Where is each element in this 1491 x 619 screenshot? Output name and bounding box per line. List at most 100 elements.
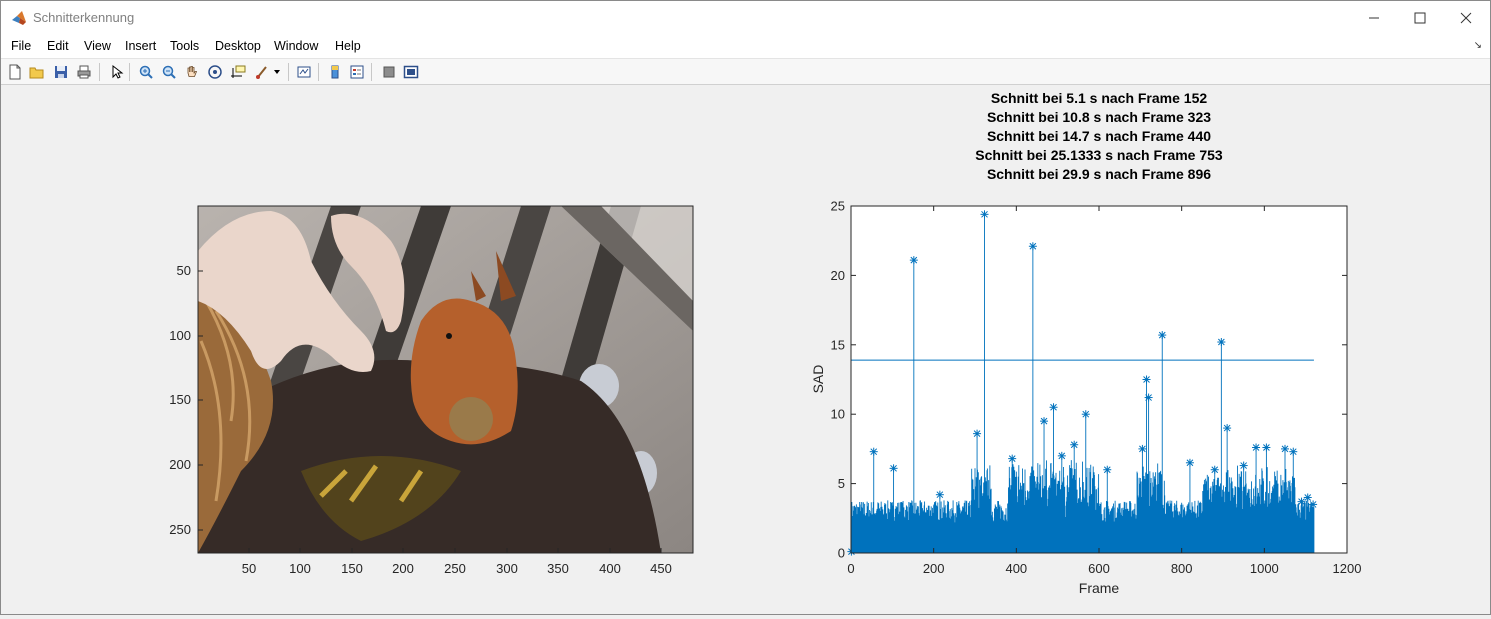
image-xtick-label: 50 [242, 561, 256, 576]
marker-stroke [910, 256, 918, 264]
xtick-label: 1200 [1333, 561, 1362, 576]
menu-help[interactable]: Help [335, 39, 361, 53]
menu-window[interactable]: Window [274, 39, 319, 53]
data-marker [1049, 403, 1058, 412]
menu-edit[interactable]: Edit [47, 39, 69, 53]
zoom-in-icon [139, 65, 153, 79]
brush-dropdown-button[interactable] [271, 62, 283, 82]
data-marker [1239, 461, 1248, 470]
brush-dropdown-icon [274, 70, 280, 74]
pointer-icon [112, 64, 124, 79]
image-xaxis: 50 100 150 200 250 300 350 400 450 [242, 548, 672, 576]
rotate-3d-icon [208, 65, 222, 79]
marker-stroke [1143, 376, 1150, 383]
marker-stroke [1186, 459, 1194, 467]
marker-stroke [981, 210, 988, 218]
menu-tools[interactable]: Tools [170, 39, 200, 53]
xtick-label: 400 [1005, 561, 1027, 576]
sad-plot-axes: Schnitt bei 5.1 s nach Frame 152 Schnitt… [810, 90, 1361, 596]
dock-arrow-icon[interactable]: ↘ [1473, 40, 1482, 51]
data-marker [1138, 444, 1147, 453]
data-marker [1103, 465, 1112, 474]
image-ytick-label: 150 [169, 392, 191, 407]
data-marker [935, 490, 944, 499]
image-xtick-label: 300 [496, 561, 518, 576]
marker-stroke [1252, 444, 1260, 451]
chart-title: Schnitt bei 5.1 s nach Frame 152 Schnitt… [975, 90, 1223, 182]
figure-svg: 50 100 150 200 250 50 [169, 90, 1361, 596]
image-xtick-label: 350 [547, 561, 569, 576]
colorbar-button[interactable] [325, 62, 345, 82]
xtick-label: 200 [923, 561, 945, 576]
marker-stroke [1050, 403, 1057, 411]
menu-insert[interactable]: Insert [125, 39, 157, 53]
marker-stroke [1289, 448, 1297, 456]
title-line: Schnitt bei 25.1333 s nach Frame 753 [975, 147, 1223, 163]
ytick-label: 10 [831, 407, 845, 422]
close-icon [1460, 12, 1472, 23]
pointer-button[interactable] [106, 62, 126, 82]
marker-stroke [936, 491, 944, 499]
data-marker [1210, 465, 1219, 474]
plot-content [847, 210, 1318, 556]
data-marker [909, 256, 918, 265]
image-axes: 50 100 150 200 250 50 [169, 205, 694, 576]
data-marker [1057, 451, 1066, 460]
pan-hand-icon [187, 66, 198, 77]
image-xtick-label: 250 [444, 561, 466, 576]
rotate-3d-button[interactable] [205, 62, 225, 82]
image-xtick-label: 400 [599, 561, 621, 576]
data-marker [869, 447, 878, 456]
data-marker [1297, 497, 1306, 506]
open-button[interactable] [27, 62, 47, 82]
zoom-out-button[interactable] [159, 62, 179, 82]
toolbar-separator [129, 63, 130, 81]
xtick-label: 800 [1171, 561, 1193, 576]
image-ytick-label: 100 [169, 328, 191, 343]
image-xtick-label: 450 [650, 561, 672, 576]
x-axis-label: Frame [1079, 580, 1120, 596]
xtick-label: 600 [1088, 561, 1110, 576]
title-line: Schnitt bei 14.7 s nach Frame 440 [987, 128, 1211, 144]
marker-stroke [1139, 445, 1146, 453]
ytick-label: 20 [831, 268, 845, 283]
image-yaxis: 50 100 150 200 250 [169, 263, 203, 537]
image-xtick-label: 200 [392, 561, 414, 576]
hide-plot-tools-button[interactable] [379, 62, 399, 82]
data-marker [1281, 444, 1289, 453]
brush-button[interactable] [252, 62, 272, 82]
figure-canvas: 50 100 150 200 250 50 [1, 85, 1490, 614]
image-ytick-label: 50 [177, 263, 191, 278]
marker-stroke [1158, 331, 1166, 339]
zoom-out-icon [162, 65, 176, 79]
title-bar[interactable]: Schnitterkennung [1, 1, 1490, 34]
data-cursor-button[interactable] [228, 62, 248, 82]
marker-stroke [1211, 466, 1219, 474]
ytick-label: 5 [838, 476, 845, 491]
y-axis-label: SAD [810, 365, 826, 394]
show-plot-tools-button[interactable] [401, 62, 421, 82]
save-button[interactable] [51, 62, 71, 82]
new-figure-button[interactable] [5, 62, 25, 82]
menu-desktop[interactable]: Desktop [215, 39, 261, 53]
legend-button[interactable] [347, 62, 367, 82]
menu-view[interactable]: View [84, 39, 111, 53]
data-marker [1008, 454, 1017, 463]
print-button[interactable] [74, 62, 94, 82]
data-marker [1252, 443, 1261, 452]
marker-stroke [1070, 441, 1078, 449]
link-plot-button[interactable] [294, 62, 314, 82]
marker-stroke [1008, 455, 1016, 462]
pan-button[interactable] [182, 62, 202, 82]
minimize-button[interactable] [1351, 1, 1397, 34]
zoom-in-button[interactable] [136, 62, 156, 82]
toolbar-separator [99, 63, 100, 81]
marker-stroke [1040, 417, 1048, 425]
data-marker [1217, 338, 1226, 347]
maximize-button[interactable] [1397, 1, 1443, 34]
maximize-icon [1414, 12, 1426, 23]
close-button[interactable] [1443, 1, 1489, 34]
toolbar-separator [288, 63, 289, 81]
menu-file[interactable]: File [11, 39, 32, 53]
